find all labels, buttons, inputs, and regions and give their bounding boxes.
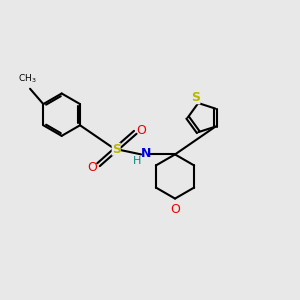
Text: S: S [191,91,200,104]
Text: O: O [87,160,97,174]
Text: O: O [170,203,180,216]
Text: N: N [140,147,151,160]
Text: CH$_3$: CH$_3$ [18,73,37,85]
Text: O: O [136,124,146,137]
Text: H: H [133,156,142,166]
Text: S: S [112,142,121,156]
